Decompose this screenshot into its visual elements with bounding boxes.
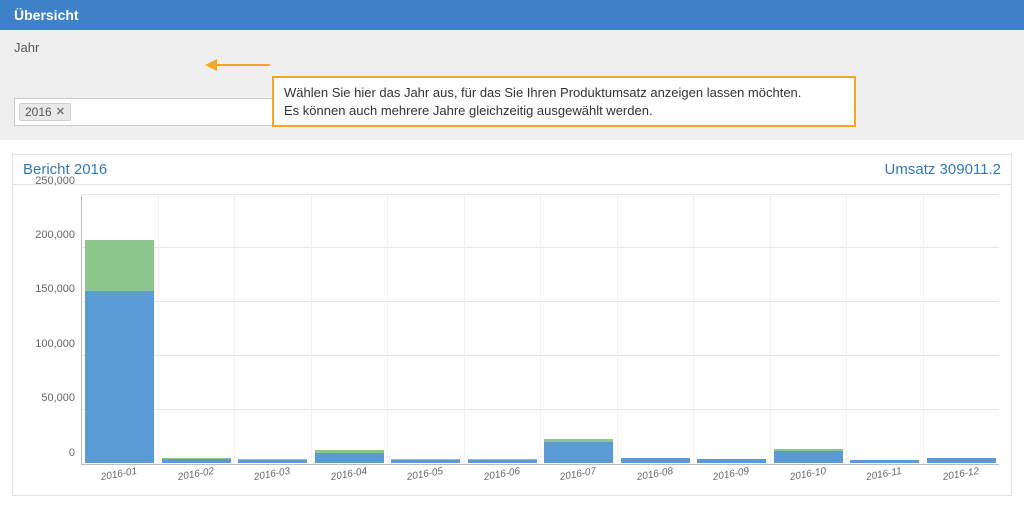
x-tick-label: 2016-03 (234, 467, 311, 495)
bar-stack (391, 459, 460, 463)
bar-segment-primary (774, 451, 843, 464)
bar-slot (465, 195, 542, 464)
x-tick-label: 2016-09 (693, 467, 770, 495)
y-tick-label: 200,000 (25, 229, 75, 241)
x-tick-label: 2016-04 (311, 467, 388, 495)
bar-segment-primary (85, 291, 154, 463)
bar-segment-primary (315, 453, 384, 464)
x-tick-label: 2016-05 (387, 467, 464, 495)
bar-slot (847, 195, 924, 464)
bar-stack (238, 459, 307, 463)
bar-stack (850, 460, 919, 464)
bar-stack (544, 439, 613, 464)
bar-stack (697, 459, 766, 464)
bar-slot (618, 195, 695, 464)
year-select[interactable]: 2016 ✕ (14, 98, 274, 126)
y-tick-label: 150,000 (25, 283, 75, 295)
x-tick-label: 2016-10 (770, 467, 847, 495)
x-tick-label: 2016-07 (540, 467, 617, 495)
x-axis: 2016-012016-022016-032016-042016-052016-… (81, 467, 999, 495)
bar-segment-secondary (85, 240, 154, 292)
x-tick-label: 2016-08 (617, 467, 694, 495)
bar-stack (621, 458, 690, 464)
bar-slot (388, 195, 465, 464)
x-tick-label: 2016-02 (158, 467, 235, 495)
remove-year-icon[interactable]: ✕ (56, 105, 65, 118)
bar-segment-primary (927, 458, 996, 463)
callout-line1: Wählen Sie hier das Jahr aus, für das Si… (284, 84, 844, 102)
y-axis: 050,000100,000150,000200,000250,000 (25, 193, 77, 465)
bar-stack (85, 240, 154, 464)
year-tag[interactable]: 2016 ✕ (19, 103, 71, 121)
bar-segment-primary (850, 460, 919, 463)
bar-segment-primary (162, 459, 231, 463)
x-tick-label: 2016-11 (846, 467, 923, 495)
revenue-chart: 050,000100,000150,000200,000250,000 2016… (13, 185, 1011, 495)
bar-slot (771, 195, 848, 464)
y-tick-label: 0 (25, 447, 75, 459)
y-tick-label: 250,000 (25, 175, 75, 187)
x-tick-label: 2016-12 (923, 467, 1000, 495)
plot-area (81, 195, 999, 465)
bar-segment-primary (391, 460, 460, 464)
bar-stack (927, 458, 996, 464)
y-tick-label: 50,000 (25, 392, 75, 404)
bar-slot (82, 195, 159, 464)
year-label: Jahr (14, 40, 1010, 55)
bar-stack (774, 449, 843, 464)
bar-stack (162, 458, 231, 464)
bar-segment-primary (544, 442, 613, 464)
bar-slot (159, 195, 236, 464)
report-revenue: Umsatz 309011.2 (885, 161, 1001, 178)
bar-segment-primary (697, 459, 766, 463)
year-tag-text: 2016 (25, 105, 52, 119)
bar-stack (315, 450, 384, 464)
bars-container (82, 195, 999, 464)
bar-slot (235, 195, 312, 464)
help-callout: Wählen Sie hier das Jahr aus, für das Si… (272, 76, 856, 127)
filter-zone: Jahr 2016 ✕ Wählen Sie hier das Jahr aus… (0, 30, 1024, 140)
bar-segment-primary (238, 460, 307, 463)
bar-stack (468, 459, 537, 463)
bar-slot (924, 195, 1000, 464)
bar-segment-primary (621, 458, 690, 463)
panel-title: Übersicht (14, 7, 79, 23)
y-tick-label: 100,000 (25, 338, 75, 350)
report-card: Bericht 2016 Umsatz 309011.2 0 50,000 100,… (12, 154, 1012, 496)
bar-segment-primary (468, 460, 537, 463)
x-tick-label: 2016-01 (81, 467, 158, 495)
bar-slot (312, 195, 389, 464)
report-header: Bericht 2016 Umsatz 309011.2 (13, 155, 1011, 185)
callout-arrow (205, 55, 270, 75)
panel-header: Übersicht (0, 0, 1024, 30)
callout-line2: Es können auch mehrere Jahre gleichzeiti… (284, 102, 844, 120)
bar-slot (541, 195, 618, 464)
bar-slot (694, 195, 771, 464)
x-tick-label: 2016-06 (464, 467, 541, 495)
